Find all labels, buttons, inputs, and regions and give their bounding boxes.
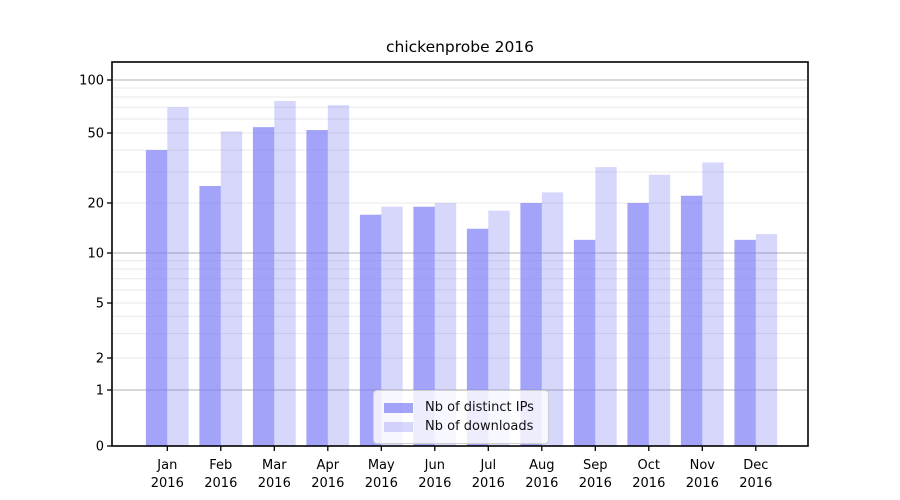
x-tick-label-month: Sep (583, 458, 608, 473)
legend-label: Nb of downloads (425, 419, 534, 434)
bar (167, 107, 189, 447)
bar (541, 192, 564, 446)
y-tick-label: 0 (96, 440, 104, 455)
y-tick-label: 50 (87, 127, 104, 142)
x-tick-label-year: 2016 (525, 476, 558, 491)
bar-series-0 (145, 127, 756, 447)
y-tick-label: 10 (87, 247, 104, 262)
bar (145, 150, 168, 446)
bar (702, 162, 724, 446)
bar (680, 195, 703, 446)
x-tick-label-month: Jul (479, 458, 496, 473)
x-tick-label-month: Dec (743, 458, 768, 473)
bar-series-1 (167, 100, 778, 447)
x-tick-label-year: 2016 (686, 476, 719, 491)
chart-title: chickenprobe 2016 (385, 38, 535, 56)
x-tick-label-month: Aug (529, 458, 554, 473)
bar (627, 203, 649, 446)
bar (306, 130, 328, 446)
y-axis: 0 1 2 5 10 20 50 100 (79, 74, 112, 455)
x-tick-label-year: 2016 (151, 476, 184, 491)
legend: Nb of distinct IPs Nb of downloads (373, 390, 549, 444)
x-tick-label-year: 2016 (632, 476, 665, 491)
x-tick-label-year: 2016 (472, 476, 505, 491)
x-tick-label-month: Mar (262, 458, 287, 473)
bar (520, 203, 542, 446)
bar (573, 239, 596, 446)
legend-entry: Nb of downloads (384, 417, 534, 436)
x-tick-label-month: Nov (690, 458, 716, 473)
bar (413, 206, 435, 446)
legend-entry: Nb of distinct IPs (384, 398, 534, 417)
x-tick-label-year: 2016 (365, 476, 398, 491)
bar (734, 239, 756, 446)
bar (252, 127, 275, 446)
y-tick-label: 5 (96, 297, 104, 312)
bar (755, 234, 778, 446)
x-tick-label-month: Jan (156, 458, 177, 473)
x-tick-label-month: Jun (424, 458, 445, 473)
x-tick-label-month: Feb (209, 458, 232, 473)
x-tick-label-month: Apr (317, 458, 340, 473)
x-tick-label-year: 2016 (418, 476, 451, 491)
bar (434, 203, 457, 446)
bar (359, 214, 382, 446)
x-tick-label-year: 2016 (311, 476, 344, 491)
bar (327, 105, 350, 447)
bar (199, 185, 221, 447)
y-tick-label: 100 (79, 74, 104, 89)
legend-label: Nb of distinct IPs (425, 400, 534, 415)
y-tick-label: 2 (96, 352, 104, 367)
x-axis: Jan 2016 Feb 2016 Mar 2016 Apr 2016 May 2016 Jun 20… (151, 446, 772, 491)
bar (381, 206, 403, 446)
x-tick-label-year: 2016 (579, 476, 612, 491)
legend-swatch (384, 421, 413, 432)
x-tick-label-year: 2016 (204, 476, 237, 491)
bar (220, 131, 243, 446)
bar (595, 167, 617, 446)
x-tick-label-year: 2016 (739, 476, 772, 491)
bar (648, 174, 671, 446)
gridlines-minor (113, 87, 807, 359)
axes-box (111, 61, 809, 447)
legend-swatch (384, 402, 413, 413)
x-tick-label-month: Oct (638, 458, 660, 473)
x-tick-label-year: 2016 (258, 476, 291, 491)
bar (274, 100, 296, 446)
y-tick-label: 1 (96, 384, 104, 399)
bar (488, 210, 510, 446)
y-tick-label: 20 (87, 197, 104, 212)
x-tick-label-month: May (368, 458, 395, 473)
